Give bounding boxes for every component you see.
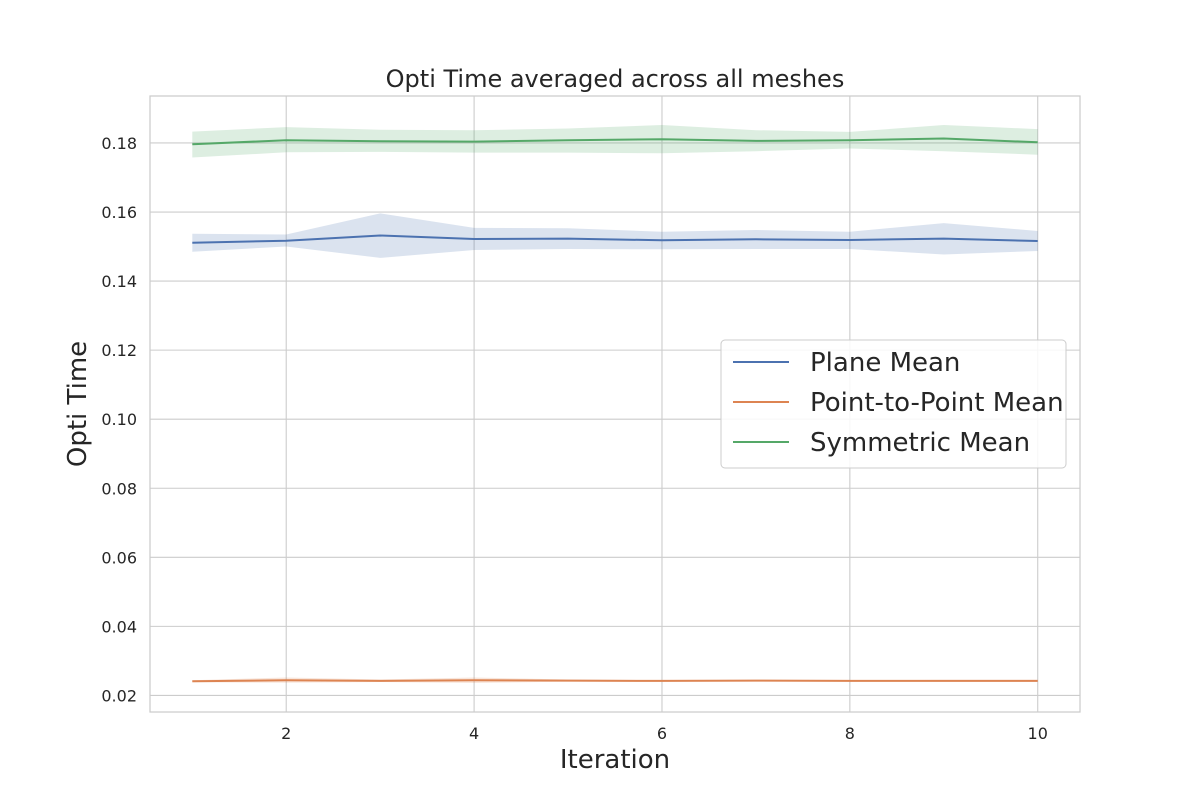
- x-tick-label: 8: [845, 724, 855, 743]
- y-tick-label: 0.10: [101, 410, 137, 429]
- symmetric-mean-line: [192, 137, 1038, 146]
- x-tick-label: 2: [281, 724, 291, 743]
- x-tick-label: 4: [469, 724, 479, 743]
- chart-title: Opti Time averaged across all meshes: [386, 65, 845, 93]
- y-tick-label: 0.16: [101, 203, 137, 222]
- plane-mean-line: [192, 234, 1038, 244]
- legend-box: [720, 339, 1067, 469]
- symmetric-mean-band: [192, 125, 1038, 158]
- point-to-point-mean-legend-label: Point-to-Point Mean: [810, 388, 1064, 418]
- y-tick-label: 0.04: [101, 617, 137, 636]
- y-tick-label: 0.18: [101, 134, 137, 153]
- y-tick-label: 0.14: [101, 272, 137, 291]
- y-tick-labels: 0.02 0.04 0.06 0.08 0.10 0.12 0.14 0.16 0.18: [101, 134, 137, 705]
- plane-mean-band: [192, 213, 1038, 258]
- x-tick-label: 6: [657, 724, 667, 743]
- point-to-point-mean-line: [192, 679, 1038, 683]
- x-axis-label: Iteration: [560, 745, 670, 775]
- y-tick-label: 0.08: [101, 479, 137, 498]
- plot-frame: [149, 95, 1081, 713]
- x-tick-labels: 2 4 6 8 10: [281, 724, 1048, 743]
- grid: [150, 96, 1080, 712]
- x-tick-label: 10: [1028, 724, 1048, 743]
- y-tick-label: 0.12: [101, 341, 137, 360]
- symmetric-mean-legend-label: Symmetric Mean: [810, 428, 1030, 458]
- legend: Plane Mean Point-to-Point Mean Symmetric M…: [720, 339, 1067, 469]
- plane-mean-legend-label: Plane Mean: [810, 348, 960, 378]
- y-axis-label: Opti Time: [63, 341, 93, 467]
- y-tick-label: 0.02: [101, 686, 137, 705]
- series-lines: [192, 137, 1038, 683]
- y-tick-label: 0.06: [101, 548, 137, 567]
